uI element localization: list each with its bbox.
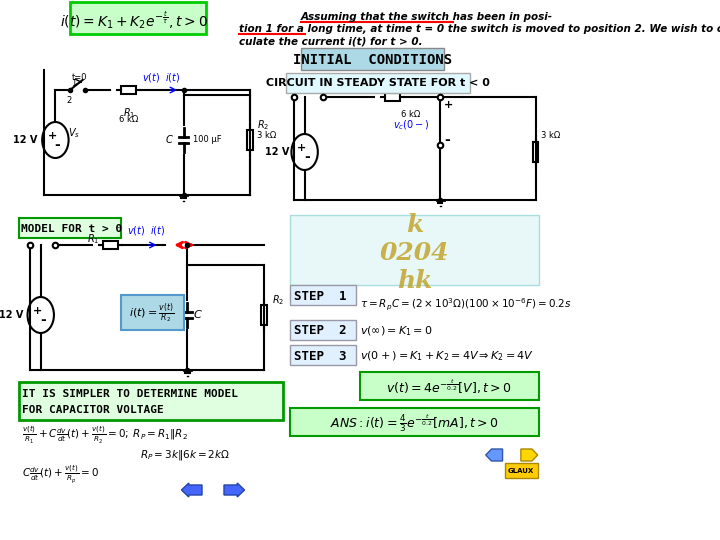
Text: C: C — [193, 310, 201, 320]
FancyBboxPatch shape — [19, 382, 283, 420]
Text: INITIAL  CONDITIONS: INITIAL CONDITIONS — [292, 53, 451, 67]
Text: -: - — [444, 133, 450, 147]
Text: k
0204
hk: k 0204 hk — [380, 213, 449, 293]
FancyBboxPatch shape — [122, 86, 136, 94]
Text: +: + — [48, 131, 57, 141]
Text: $v(0+) = K_1 + K_2 = 4V \Rightarrow K_2 = 4V$: $v(0+) = K_1 + K_2 = 4V \Rightarrow K_2 … — [359, 349, 534, 363]
Text: CIRCUIT IN STEADY STATE FOR t < 0: CIRCUIT IN STEADY STATE FOR t < 0 — [266, 78, 490, 88]
Text: 6 kΩ: 6 kΩ — [401, 110, 420, 119]
FancyBboxPatch shape — [287, 73, 469, 93]
Text: $R_1$: $R_1$ — [122, 106, 135, 120]
Text: 3 kΩ: 3 kΩ — [541, 132, 561, 140]
FancyBboxPatch shape — [385, 93, 400, 101]
Text: $i(t) = \frac{v(t)}{R_2}$: $i(t) = \frac{v(t)}{R_2}$ — [130, 302, 175, 326]
FancyBboxPatch shape — [533, 142, 539, 162]
Text: C: C — [166, 135, 173, 145]
Text: $C\frac{dv}{dt}(t) + \frac{v(t)}{R_p} = 0$: $C\frac{dv}{dt}(t) + \frac{v(t)}{R_p} = … — [22, 464, 99, 486]
Text: 12 V: 12 V — [265, 147, 289, 157]
FancyArrow shape — [486, 449, 503, 461]
FancyBboxPatch shape — [122, 295, 184, 330]
Text: $v(t)$: $v(t)$ — [142, 71, 160, 84]
FancyBboxPatch shape — [261, 305, 267, 325]
Text: $v(\infty) = K_1 = 0$: $v(\infty) = K_1 = 0$ — [359, 324, 432, 338]
Text: $R_1$: $R_1$ — [87, 232, 99, 246]
Text: $R_2$: $R_2$ — [257, 118, 269, 132]
FancyBboxPatch shape — [359, 372, 539, 400]
FancyBboxPatch shape — [505, 463, 538, 478]
FancyArrow shape — [181, 483, 202, 497]
Text: $\frac{v(t)}{R_1} + C\frac{dv}{dt}(t) + \frac{v(t)}{R_2} = 0;\; R_P = R_1 \| R_2: $\frac{v(t)}{R_1} + C\frac{dv}{dt}(t) + … — [22, 424, 189, 445]
Text: $i(t)$: $i(t)$ — [165, 71, 180, 84]
Text: 1: 1 — [71, 79, 77, 89]
Text: $R_2$: $R_2$ — [271, 293, 284, 307]
Text: t=0: t=0 — [72, 73, 88, 83]
Text: MODEL FOR t > 0: MODEL FOR t > 0 — [21, 224, 122, 234]
FancyBboxPatch shape — [103, 241, 117, 249]
Text: +: + — [33, 306, 42, 316]
Text: 12 V: 12 V — [0, 310, 24, 320]
FancyArrow shape — [224, 483, 245, 497]
Text: $v(t) = 4e^{-\frac{t}{0.2}}[V], t > 0$: $v(t) = 4e^{-\frac{t}{0.2}}[V], t > 0$ — [386, 378, 512, 396]
Text: STEP  3: STEP 3 — [294, 349, 346, 362]
Text: Assuming that the switch has been in posi-: Assuming that the switch has been in pos… — [301, 12, 553, 22]
FancyBboxPatch shape — [290, 345, 356, 365]
Text: IT IS SIMPLER TO DETERMINE MODEL: IT IS SIMPLER TO DETERMINE MODEL — [22, 389, 238, 399]
FancyBboxPatch shape — [290, 408, 539, 436]
Text: 6 kΩ: 6 kΩ — [119, 115, 138, 124]
Text: $v_c(0-)$: $v_c(0-)$ — [392, 118, 429, 132]
FancyBboxPatch shape — [290, 215, 539, 285]
Text: STEP  1: STEP 1 — [294, 289, 346, 302]
Text: 3 kΩ: 3 kΩ — [257, 131, 276, 139]
Text: $V_s$: $V_s$ — [68, 126, 80, 140]
FancyBboxPatch shape — [19, 218, 122, 238]
Text: $\tau = R_p C = (2 \times 10^3 \Omega)(100 \times 10^{-6} F) = 0.2s$: $\tau = R_p C = (2 \times 10^3 \Omega)(1… — [359, 297, 571, 313]
Text: 100 μF: 100 μF — [193, 136, 222, 145]
Text: -: - — [55, 138, 60, 152]
Text: +: + — [444, 100, 453, 110]
Text: tion 1 for a long time, at time t = 0 the switch is moved to position 2. We wish: tion 1 for a long time, at time t = 0 th… — [238, 24, 720, 34]
Text: $i(t)$: $i(t)$ — [150, 224, 166, 237]
FancyBboxPatch shape — [290, 285, 356, 305]
FancyBboxPatch shape — [70, 2, 206, 34]
FancyBboxPatch shape — [247, 130, 253, 150]
FancyBboxPatch shape — [290, 320, 356, 340]
Text: $v(t)$: $v(t)$ — [127, 224, 145, 237]
Text: 12 V: 12 V — [13, 135, 37, 145]
Text: -: - — [40, 313, 46, 327]
Text: GLAUX: GLAUX — [508, 468, 534, 474]
FancyBboxPatch shape — [301, 48, 444, 70]
Text: +: + — [297, 143, 306, 153]
Text: $R_P = 3k \| 6k = 2k\Omega$: $R_P = 3k \| 6k = 2k\Omega$ — [140, 448, 230, 462]
Text: -: - — [304, 150, 310, 164]
Text: $ANS: i(t) = \frac{4}{3}e^{-\frac{t}{0.2}}[mA], t > 0$: $ANS: i(t) = \frac{4}{3}e^{-\frac{t}{0.2… — [330, 412, 499, 434]
Text: FOR CAPACITOR VOLTAGE: FOR CAPACITOR VOLTAGE — [22, 405, 164, 415]
Text: STEP  2: STEP 2 — [294, 325, 346, 338]
Text: culate the current i(t) for t > 0.: culate the current i(t) for t > 0. — [238, 36, 423, 46]
FancyArrow shape — [521, 449, 538, 461]
Text: $i(t) = K_1 + K_2 e^{-\frac{t}{\tau}}, t > 0$: $i(t) = K_1 + K_2 e^{-\frac{t}{\tau}}, t… — [60, 9, 208, 31]
Text: 2: 2 — [66, 96, 71, 105]
